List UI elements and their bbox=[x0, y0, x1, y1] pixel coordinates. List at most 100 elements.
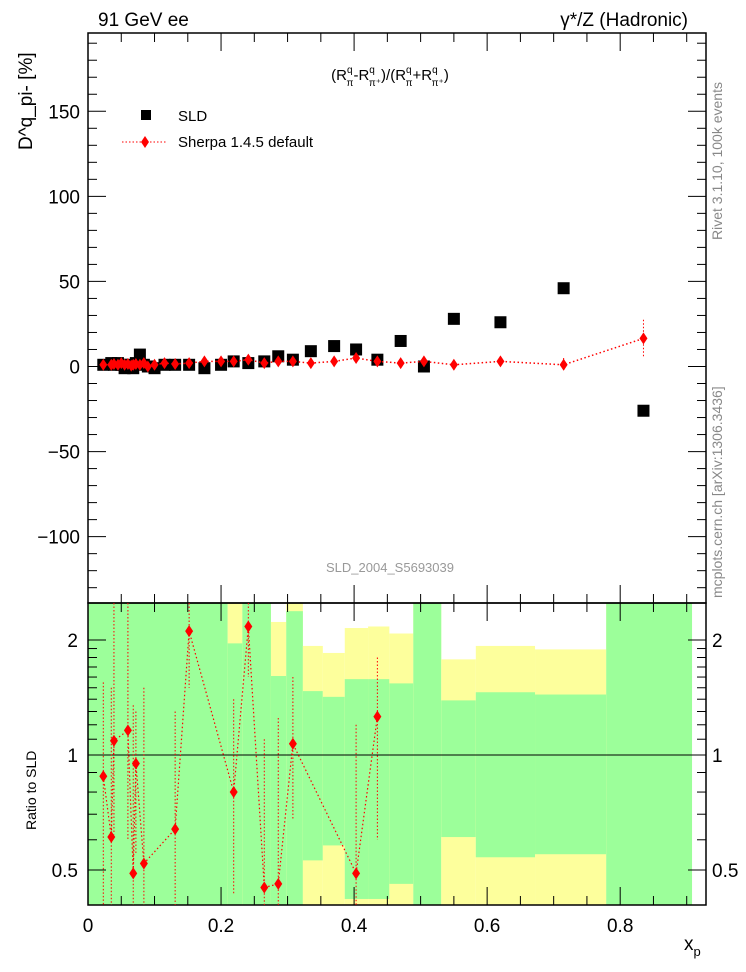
legend-sherpa-marker bbox=[141, 136, 149, 148]
sherpa-point bbox=[244, 353, 253, 366]
y-tick-label: −50 bbox=[48, 443, 80, 464]
sherpa-point bbox=[200, 355, 209, 368]
ratio-y-tick-label: 0.5 bbox=[52, 861, 78, 882]
header-right: γ*/Z (Hadronic) bbox=[560, 10, 688, 31]
sherpa-point bbox=[143, 360, 152, 373]
band-1sigma bbox=[88, 603, 228, 905]
ratio-point bbox=[129, 867, 138, 880]
sld-point bbox=[328, 340, 341, 353]
sld-point bbox=[557, 282, 570, 295]
sherpa-point bbox=[288, 355, 297, 368]
sld-point bbox=[637, 404, 650, 417]
legend-sherpa-label: Sherpa 1.4.5 default bbox=[178, 134, 314, 151]
sherpa-point bbox=[449, 358, 458, 371]
sherpa-point bbox=[99, 358, 108, 371]
sld-point bbox=[394, 334, 407, 347]
ratio-y-tick-label: 1 bbox=[67, 746, 78, 767]
y-axis-label: D^q_pi- [%] bbox=[16, 52, 37, 150]
sherpa-point bbox=[185, 357, 194, 370]
x-tick-label: 0.2 bbox=[208, 916, 234, 937]
ratio-point bbox=[131, 757, 140, 770]
band-1sigma bbox=[242, 603, 271, 905]
x-tick-label: 0.6 bbox=[474, 916, 500, 937]
y-tick-label: 150 bbox=[48, 102, 80, 123]
data-marks bbox=[97, 282, 650, 905]
ratio-point bbox=[274, 877, 283, 890]
band-1sigma bbox=[535, 694, 607, 855]
band-1sigma bbox=[475, 692, 536, 858]
y-tick-label: 100 bbox=[48, 187, 80, 208]
sld-point bbox=[198, 362, 211, 375]
sherpa-point bbox=[274, 355, 283, 368]
band-1sigma bbox=[286, 611, 303, 905]
y-tick-label: 50 bbox=[59, 272, 80, 293]
ratio-y-tick-label-right: 2 bbox=[712, 631, 723, 652]
legend-sld-marker bbox=[141, 110, 151, 120]
sherpa-point bbox=[330, 355, 339, 368]
sherpa-point bbox=[160, 357, 169, 370]
legend-sld-label: SLD bbox=[178, 108, 207, 125]
watermark: SLD_2004_S5693039 bbox=[326, 560, 454, 575]
band-1sigma bbox=[322, 696, 345, 846]
y-tick-label: 0 bbox=[69, 357, 80, 378]
sherpa-point bbox=[496, 355, 505, 368]
ratio-point bbox=[185, 625, 194, 638]
ratio-point bbox=[123, 724, 132, 737]
main-title: (Rq π-Rq π⁺)/(Rq π+Rq π⁺) bbox=[331, 65, 449, 89]
band-1sigma bbox=[368, 679, 390, 899]
band-1sigma bbox=[302, 691, 323, 861]
sherpa-point bbox=[217, 355, 226, 368]
ratio-point bbox=[139, 857, 148, 870]
sld-point bbox=[304, 345, 317, 358]
ratio-point bbox=[288, 737, 297, 750]
sld-point bbox=[494, 316, 507, 329]
x-tick-label: 0 bbox=[83, 916, 94, 937]
ratio-point bbox=[244, 620, 253, 633]
sherpa-point bbox=[260, 357, 269, 370]
mcplots-label: mcplots.cern.ch [arXiv:1306.3436] bbox=[709, 386, 725, 598]
sld-point bbox=[447, 312, 460, 325]
sld-point bbox=[350, 343, 363, 356]
band-1sigma bbox=[413, 603, 442, 905]
x-tick-label: 0.8 bbox=[607, 916, 633, 937]
sherpa-point bbox=[559, 358, 568, 371]
ratio-point bbox=[229, 786, 238, 799]
axes: −100 −50 0 50 100 150 0.5 0.5 1 1 2 2 0 0.2 0.4 0.6 0.8 bbox=[37, 32, 738, 937]
ratio-y-label: Ratio to SLD bbox=[23, 751, 39, 830]
sherpa-point bbox=[171, 357, 180, 370]
ratio-point bbox=[99, 770, 108, 783]
ratio-y-tick-label-right: 1 bbox=[712, 746, 723, 767]
sherpa-point bbox=[373, 355, 382, 368]
ratio-line bbox=[102, 626, 378, 889]
ratio-point bbox=[171, 823, 180, 836]
rivet-label: Rivet 3.1.10, 100k events bbox=[709, 82, 725, 240]
x-tick-label: 0.4 bbox=[341, 916, 368, 937]
band-1sigma bbox=[606, 603, 693, 905]
ratio-frame bbox=[87, 602, 707, 906]
ratio-point bbox=[107, 831, 116, 844]
band-1sigma bbox=[270, 676, 287, 905]
sherpa-point bbox=[229, 355, 238, 368]
ratio-point bbox=[109, 734, 118, 747]
x-axis-label: xp bbox=[684, 934, 701, 959]
band-1sigma bbox=[441, 700, 476, 838]
ratio-y-tick-label-right: 0.5 bbox=[712, 861, 738, 882]
sherpa-point bbox=[306, 357, 315, 370]
sherpa-point bbox=[352, 351, 361, 364]
band-1sigma bbox=[389, 683, 414, 884]
ratio-point bbox=[260, 881, 269, 894]
sherpa-point bbox=[639, 332, 648, 345]
sld-point bbox=[133, 348, 146, 361]
sherpa-point bbox=[150, 358, 159, 371]
y-tick-label: −100 bbox=[37, 528, 80, 549]
header-left: 91 GeV ee bbox=[98, 10, 189, 31]
ratio-y-tick-label: 2 bbox=[67, 631, 78, 652]
ratio-point bbox=[352, 867, 361, 880]
legend: SLD Sherpa 1.4.5 default bbox=[122, 108, 314, 151]
sherpa-point bbox=[419, 355, 428, 368]
ratio-bands bbox=[88, 603, 693, 905]
sherpa-point bbox=[396, 357, 405, 370]
band-1sigma bbox=[227, 643, 243, 905]
ratio-point bbox=[373, 710, 382, 723]
